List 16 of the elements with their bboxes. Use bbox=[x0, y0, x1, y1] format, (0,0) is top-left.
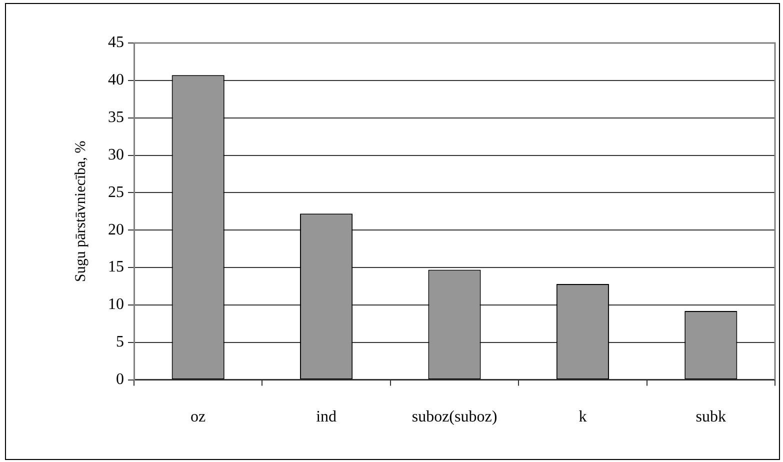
y-tick-label: 5 bbox=[116, 334, 124, 351]
x-tick-label: k bbox=[578, 408, 587, 426]
x-tick-label: suboz(suboz) bbox=[412, 408, 498, 426]
y-tick-label: 25 bbox=[108, 184, 124, 201]
y-tick-label: 45 bbox=[108, 34, 124, 52]
x-tick-label: subk bbox=[696, 408, 726, 426]
y-tick-label: 15 bbox=[108, 258, 124, 276]
x-tick-label: oz bbox=[190, 408, 206, 426]
x-tick-label: ind bbox=[316, 408, 337, 426]
y-tick-label: 30 bbox=[108, 146, 124, 164]
y-axis-title: Sugu pārstāvniecība, % bbox=[72, 140, 89, 282]
y-tick-label: 40 bbox=[108, 72, 124, 89]
y-tick-label: 20 bbox=[108, 221, 124, 238]
y-tick-label: 10 bbox=[108, 296, 124, 314]
y-tick-label: 0 bbox=[116, 371, 124, 388]
y-tick-label: 35 bbox=[108, 109, 124, 126]
